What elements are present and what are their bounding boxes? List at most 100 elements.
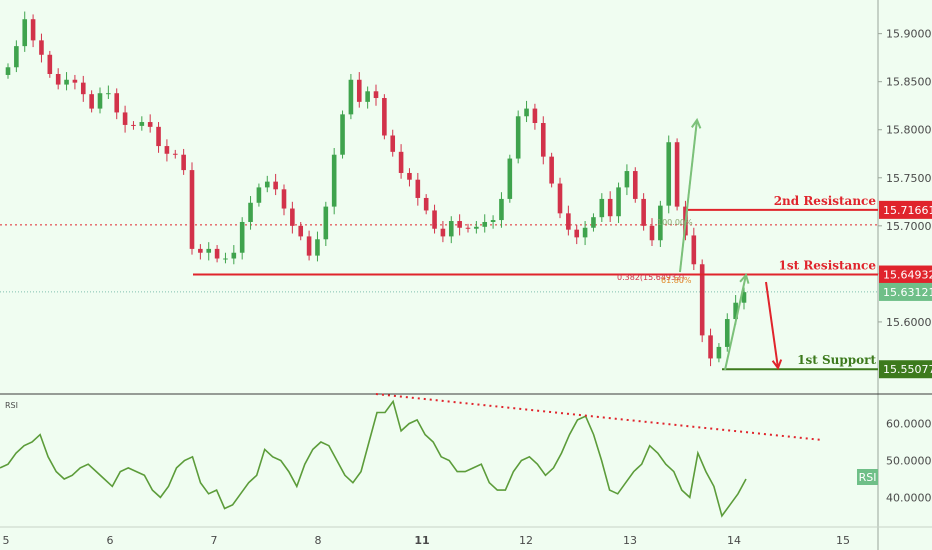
- rsi-tick-label: 60.0000: [886, 418, 932, 431]
- price-tick-label: 15.90000: [886, 28, 932, 41]
- candle: [407, 172, 412, 180]
- candle: [549, 156, 554, 184]
- candle: [599, 198, 605, 218]
- candle: [490, 220, 496, 222]
- price-tag: [879, 200, 932, 219]
- price-tag: [879, 265, 932, 284]
- price-tag-label: 15.71661: [883, 204, 932, 217]
- red-arrow-down: [765, 281, 779, 369]
- candle: [290, 208, 295, 226]
- candle: [348, 79, 354, 115]
- candle: [390, 135, 396, 152]
- candle: [64, 79, 69, 85]
- time-tick-label: 6: [107, 534, 114, 547]
- candle: [566, 213, 571, 230]
- candle: [47, 54, 53, 74]
- candle: [398, 151, 404, 173]
- candle: [164, 146, 170, 154]
- candle: [616, 187, 621, 217]
- candle: [89, 94, 94, 109]
- candle: [298, 225, 304, 237]
- time-tick-label: 14: [727, 534, 741, 547]
- candle: [239, 221, 245, 253]
- time-tick-label: 8: [315, 534, 322, 547]
- rsi-legend-tag: [857, 469, 878, 485]
- candle: [741, 292, 747, 303]
- candle: [147, 122, 153, 127]
- level-name-1st-resistance: 1st Resistance: [779, 259, 877, 273]
- candle: [708, 335, 713, 359]
- candle: [482, 221, 488, 227]
- candle: [365, 91, 370, 102]
- time-tick-label: 12: [519, 534, 533, 547]
- rsi-line: [0, 399, 747, 518]
- candle: [457, 221, 462, 228]
- red-arrow-down-head: [771, 359, 783, 371]
- candle: [524, 108, 529, 117]
- candle: [373, 91, 379, 99]
- rsi-legend-label: RSI: [859, 471, 877, 484]
- time-tick-label: 5: [3, 534, 10, 547]
- candle: [423, 197, 429, 211]
- candle: [448, 221, 454, 237]
- candle: [574, 229, 580, 238]
- rsi-title: RSI: [5, 401, 18, 410]
- time-tick-label: 11: [414, 534, 429, 547]
- price-tick-label: 15.70000: [886, 220, 932, 233]
- candle: [214, 248, 220, 259]
- level-name-2nd-resistance: 2nd Resistance: [774, 194, 877, 208]
- rsi-tick-label: 40.0000: [886, 491, 932, 504]
- candle: [382, 98, 387, 136]
- candle: [699, 264, 705, 336]
- candle: [591, 217, 596, 228]
- candle: [97, 93, 103, 109]
- candle: [156, 126, 161, 147]
- green-arrow-large: [679, 119, 698, 273]
- candle: [649, 225, 655, 241]
- price-tick-label: 15.85000: [886, 76, 932, 89]
- candle: [189, 170, 195, 249]
- candle: [474, 226, 479, 229]
- candle: [557, 183, 563, 214]
- candle: [733, 302, 738, 320]
- candle: [315, 239, 320, 256]
- candle: [607, 198, 613, 217]
- candle: [256, 187, 262, 203]
- candle: [582, 227, 588, 238]
- green-arrow-small: [724, 274, 747, 371]
- candle: [724, 319, 730, 347]
- price-tick-label: 15.80000: [886, 124, 932, 137]
- candle: [691, 235, 697, 265]
- candle: [273, 181, 278, 190]
- candle: [264, 181, 270, 188]
- candle: [306, 236, 312, 256]
- candle: [624, 171, 630, 188]
- fib-label: 61.80%: [661, 276, 692, 285]
- candle: [658, 205, 663, 241]
- candle: [465, 227, 471, 229]
- candle: [331, 154, 337, 207]
- candle: [223, 258, 228, 260]
- candle: [674, 142, 680, 207]
- candle: [716, 346, 722, 359]
- candle: [206, 248, 212, 253]
- candle: [323, 206, 329, 240]
- candle: [356, 79, 362, 102]
- candle: [198, 248, 203, 253]
- candle: [114, 93, 120, 113]
- price-tag: [879, 360, 932, 379]
- price-tick-label: 15.75000: [886, 172, 932, 185]
- last-price-tag-label: 15.63121: [883, 286, 932, 299]
- fib-label: 100.00%: [657, 218, 693, 227]
- candle: [632, 171, 638, 199]
- candle: [415, 179, 421, 198]
- candle: [666, 142, 672, 206]
- price-tag-label: 15.64932: [883, 269, 932, 282]
- candle: [30, 19, 36, 41]
- candle: [14, 46, 19, 68]
- candle: [139, 122, 145, 126]
- time-tick-label: 13: [623, 534, 637, 547]
- candle: [55, 73, 61, 85]
- candle: [231, 252, 237, 259]
